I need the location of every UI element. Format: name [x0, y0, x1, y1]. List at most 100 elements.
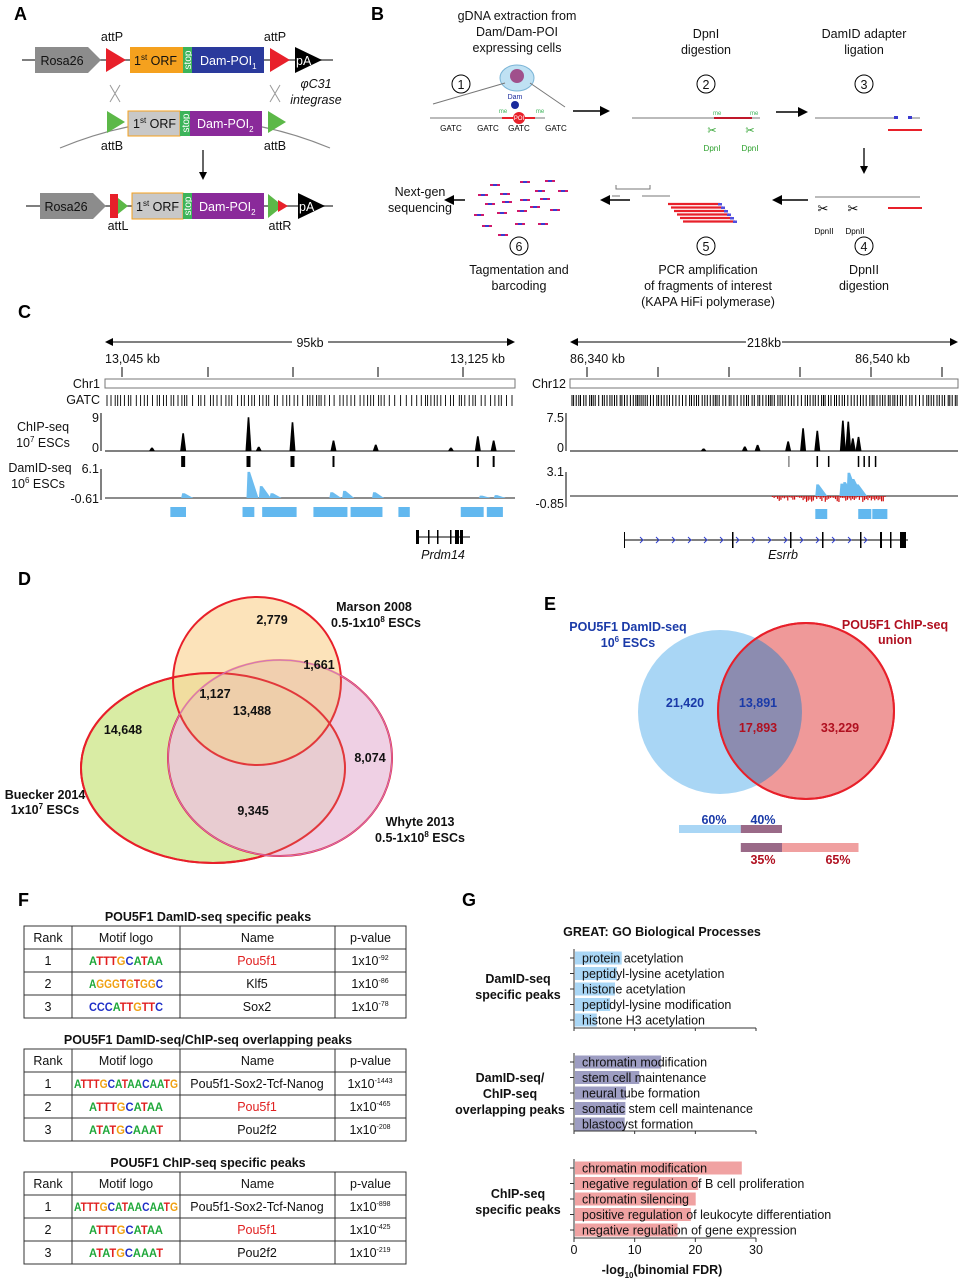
arrow-left-icon [600, 195, 630, 205]
gatc-label: GATC [545, 124, 567, 133]
rosa26-promoter [40, 193, 106, 219]
motif-letter: T [122, 1077, 129, 1091]
gene-label: Prdm14 [421, 548, 465, 562]
damid-negative-signal [782, 496, 784, 498]
motif-name: Pou5f1-Sox2-Tcf-Nanog [190, 1077, 323, 1091]
table-row: 2 AGGGTGTGGC Klf5 1x10-86 [45, 977, 389, 991]
motif-letter: T [87, 1200, 94, 1214]
motif-letter: T [141, 954, 148, 968]
strand-arrow-icon [847, 536, 852, 544]
damid-peak-call [872, 509, 888, 519]
attp-site [106, 48, 126, 72]
damid-negative-signal [865, 496, 867, 499]
damid-negative-signal [870, 496, 872, 501]
coordinate-start-label: 86,340 kb [570, 352, 625, 366]
motif-letter: C [105, 1000, 113, 1014]
chromosome-ideogram [569, 378, 959, 389]
step3-title: ligation [844, 43, 884, 57]
damid-negative-signal [853, 496, 855, 500]
exon [732, 532, 734, 548]
set-label-buecker: 1x107 ESCs [11, 802, 79, 817]
step1-title: gDNA extraction from [458, 9, 577, 23]
table-header: p-value [350, 931, 391, 945]
motif-letter: A [89, 954, 97, 968]
svg-text:2: 2 [703, 78, 710, 92]
damid-negative-signal [874, 496, 876, 501]
damid-peak-call [486, 507, 503, 517]
damid-negative-signal [863, 496, 866, 501]
motif-letter: A [147, 1223, 155, 1237]
table-header: Name [241, 1177, 274, 1191]
motif-name: Pou2f2 [237, 1246, 277, 1260]
chip-peak-call [476, 456, 479, 467]
fraction-label: 35% [750, 853, 775, 867]
damid-negative-signal [858, 496, 860, 500]
bar [575, 982, 615, 996]
arrow-left-icon [105, 338, 113, 346]
fraction-label: 65% [825, 853, 850, 867]
motif-letter: A [89, 1223, 97, 1237]
motif-letter: A [113, 1000, 121, 1014]
motif-letter: A [135, 1077, 143, 1091]
motif-name: Sox2 [243, 1000, 272, 1014]
arrow-right-icon [776, 107, 808, 117]
damid-negative-signal [814, 496, 816, 498]
motif-letter: C [125, 1223, 133, 1237]
polya-signal [298, 193, 325, 219]
damid-negative-signal [816, 496, 818, 499]
p-value-cell: 1x10-92 [351, 954, 388, 968]
arrow-left-icon [772, 195, 808, 205]
dam-label: Dam [508, 94, 523, 101]
motif-name: Pou5f1 [237, 1223, 277, 1237]
motif-name: Pou5f1 [237, 954, 277, 968]
chip-peak-call [492, 456, 495, 467]
p-value-cell: 1x10-78 [351, 1000, 388, 1014]
chip-peak-call [827, 456, 830, 467]
bar [575, 998, 611, 1011]
chip-peak [785, 441, 792, 451]
rank-cell: 3 [45, 1246, 52, 1260]
damid-peak-call [242, 507, 255, 517]
damid-negative-signal [857, 496, 859, 498]
motif-letter: C [142, 1077, 150, 1091]
motif-logo: ATTTGCATAACAATG [74, 1077, 178, 1091]
motif-letter: T [141, 1100, 148, 1114]
damid-peak [493, 495, 506, 498]
damid-negative-signal [875, 496, 878, 499]
p-value-cell: 1x10-208 [349, 1123, 390, 1137]
bar-category-label: negative regulation of gene expression [582, 1224, 797, 1238]
damid-peak-call [858, 509, 872, 519]
attb-label: attB [101, 139, 123, 153]
damid-negative-signal [833, 496, 835, 498]
damid-negative-signal [829, 496, 832, 498]
damid-negative-signal [880, 496, 883, 502]
rosa26-promoter [35, 47, 101, 73]
bar-group: DamID-seq specific peaks protein acetylati… [475, 949, 757, 1031]
p-value-cell: 1x10-465 [349, 1100, 390, 1114]
fraction-bar-damid-only [679, 825, 741, 833]
exon [624, 532, 625, 548]
attp-label: attP [264, 30, 286, 44]
rank-cell: 1 [45, 954, 52, 968]
methyl-label: me [750, 111, 759, 117]
motif-letter: T [81, 1200, 88, 1214]
damid-negative-signal [884, 496, 886, 497]
damid-negative-signal [802, 496, 804, 501]
damid-ymin-label: -0.85 [536, 497, 565, 511]
svg-text:5: 5 [703, 240, 710, 254]
arrow-left-icon [570, 338, 578, 346]
chip-peak [180, 433, 187, 451]
venn-count: 21,420 [666, 696, 704, 710]
motif-letter: A [150, 1200, 158, 1214]
arrow-right-icon [507, 338, 515, 346]
damid-negative-signal [804, 496, 806, 499]
motif-letter: G [170, 1077, 178, 1091]
bar-category-label: histone H3 acetylation [582, 1014, 705, 1028]
motif-logo: ATTTGCATAA [89, 1100, 163, 1114]
table-header: p-value [350, 1054, 391, 1068]
motif-letter: T [103, 1100, 110, 1114]
step-number-3: 3 [854, 74, 874, 94]
motif-letter: A [127, 1200, 135, 1214]
stop-label: stop [181, 113, 192, 132]
motif-letter: A [157, 1200, 165, 1214]
